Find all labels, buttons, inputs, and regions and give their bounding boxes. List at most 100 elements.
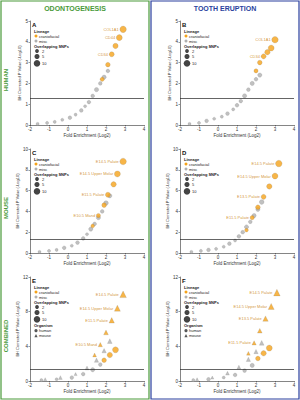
svg-text:3: 3 [124,383,127,388]
svg-text:CD34: CD34 [250,54,261,59]
svg-text:2: 2 [255,383,258,388]
svg-text:Fold Enrichment (Log2): Fold Enrichment (Log2) [213,389,261,394]
svg-text:CD44: CD44 [105,35,116,40]
svg-text:E14.5 Palate: E14.5 Palate [96,159,120,164]
svg-text:0: 0 [67,383,70,388]
svg-text:1: 1 [86,127,89,132]
svg-text:6: 6 [25,188,28,193]
svg-text:E14.5 Palate: E14.5 Palate [96,292,120,297]
svg-text:3: 3 [274,255,277,260]
svg-text:Overlapping SNPs: Overlapping SNPs [184,300,220,305]
svg-text:0: 0 [217,383,220,388]
svg-text:4: 4 [25,39,28,44]
svg-text:2: 2 [175,230,178,235]
svg-text:8: 8 [25,309,28,314]
svg-text:mouse: mouse [189,333,202,338]
svg-text:Overlapping SNPs: Overlapping SNPs [184,44,220,49]
svg-text:5: 5 [25,19,28,24]
svg-text:4: 4 [25,344,28,349]
svg-text:BH Corrected P Value (-Log10): BH Corrected P Value (-Log10) [167,45,172,101]
svg-text:4: 4 [293,127,296,132]
svg-text:0: 0 [217,127,220,132]
svg-text:10: 10 [42,189,47,194]
svg-text:2: 2 [255,255,258,260]
svg-text:1: 1 [175,102,178,107]
svg-text:-1: -1 [47,255,51,260]
svg-text:2: 2 [105,383,108,388]
svg-text:10: 10 [42,61,47,66]
svg-text:3: 3 [274,127,277,132]
svg-text:2: 2 [25,230,28,235]
svg-text:2: 2 [105,255,108,260]
svg-text:4: 4 [175,344,178,349]
svg-text:3: 3 [124,255,127,260]
svg-text:Overlapping SNPs: Overlapping SNPs [34,172,70,177]
svg-text:10: 10 [23,147,29,152]
svg-text:E10.5 Mand: E10.5 Mand [75,342,97,347]
svg-text:E11.5 Palate: E11.5 Palate [85,318,108,323]
svg-text:-2: -2 [28,255,32,260]
svg-text:ODONTOGENESIS: ODONTOGENESIS [44,5,106,12]
svg-text:4: 4 [143,255,146,260]
svg-text:10: 10 [192,61,197,66]
svg-text:10: 10 [192,317,197,322]
svg-text:3: 3 [274,383,277,388]
svg-text:2: 2 [192,305,195,310]
svg-text:2: 2 [25,81,28,86]
svg-text:12: 12 [173,275,179,280]
svg-text:COMBINED: COMBINED [3,319,9,352]
svg-text:E14.5 Upper Molar: E14.5 Upper Molar [237,174,271,179]
svg-text:CD34: CD34 [98,52,109,57]
svg-text:2: 2 [192,177,195,182]
svg-text:F: F [182,278,186,284]
svg-text:5: 5 [42,310,45,315]
svg-text:-2: -2 [28,127,32,132]
svg-text:4: 4 [143,127,146,132]
svg-text:1: 1 [86,255,89,260]
svg-text:1: 1 [86,383,89,388]
svg-text:1: 1 [236,255,239,260]
svg-text:1: 1 [236,383,239,388]
svg-text:Overlapping SNPs: Overlapping SNPs [34,44,70,49]
svg-text:-1: -1 [197,127,201,132]
svg-text:A: A [32,22,37,28]
svg-text:4: 4 [293,383,296,388]
svg-text:BH Corrected P Value (-Log10): BH Corrected P Value (-Log10) [165,173,170,229]
svg-text:E11.5 Palate: E11.5 Palate [82,192,105,197]
svg-text:6: 6 [175,188,178,193]
svg-text:BH Corrected P Value (-Log10): BH Corrected P Value (-Log10) [17,45,22,101]
svg-text:E13.5 Palate: E13.5 Palate [239,316,263,321]
svg-text:4: 4 [175,39,178,44]
svg-text:-2: -2 [178,383,182,388]
svg-text:BH Corrected P Value (-Log10): BH Corrected P Value (-Log10) [15,301,20,357]
svg-text:TOOTH ERUPTION: TOOTH ERUPTION [194,5,256,12]
svg-text:-1: -1 [197,255,201,260]
svg-text:2: 2 [42,49,45,54]
svg-text:HUMAN: HUMAN [3,69,9,91]
svg-text:0: 0 [217,255,220,260]
svg-text:10: 10 [192,189,197,194]
svg-text:MOUSE: MOUSE [3,197,9,219]
svg-text:BH Corrected P Value (-Log10): BH Corrected P Value (-Log10) [15,173,20,229]
svg-text:E13.5 Palate: E13.5 Palate [237,194,261,199]
svg-text:C: C [32,150,37,156]
svg-text:4: 4 [143,383,146,388]
svg-text:Fold Enrichment (Log2): Fold Enrichment (Log2) [63,389,111,394]
svg-text:1: 1 [236,127,239,132]
svg-text:2: 2 [42,177,45,182]
svg-text:4: 4 [293,255,296,260]
svg-text:0: 0 [67,127,70,132]
svg-text:E14.5 Upper Molar: E14.5 Upper Molar [80,171,114,176]
svg-text:2: 2 [192,49,195,54]
svg-text:E14.5 Upper Molar: E14.5 Upper Molar [80,306,114,311]
svg-text:-2: -2 [28,383,32,388]
svg-text:2: 2 [42,305,45,310]
svg-text:Fold Enrichment (Log2): Fold Enrichment (Log2) [63,261,111,266]
svg-text:12: 12 [23,275,29,280]
svg-text:5: 5 [192,54,195,59]
svg-text:mouse: mouse [39,333,52,338]
svg-text:2: 2 [175,81,178,86]
svg-text:Overlapping SNPs: Overlapping SNPs [184,172,220,177]
svg-text:Fold Enrichment (Log2): Fold Enrichment (Log2) [213,133,261,138]
svg-text:1: 1 [25,102,28,107]
